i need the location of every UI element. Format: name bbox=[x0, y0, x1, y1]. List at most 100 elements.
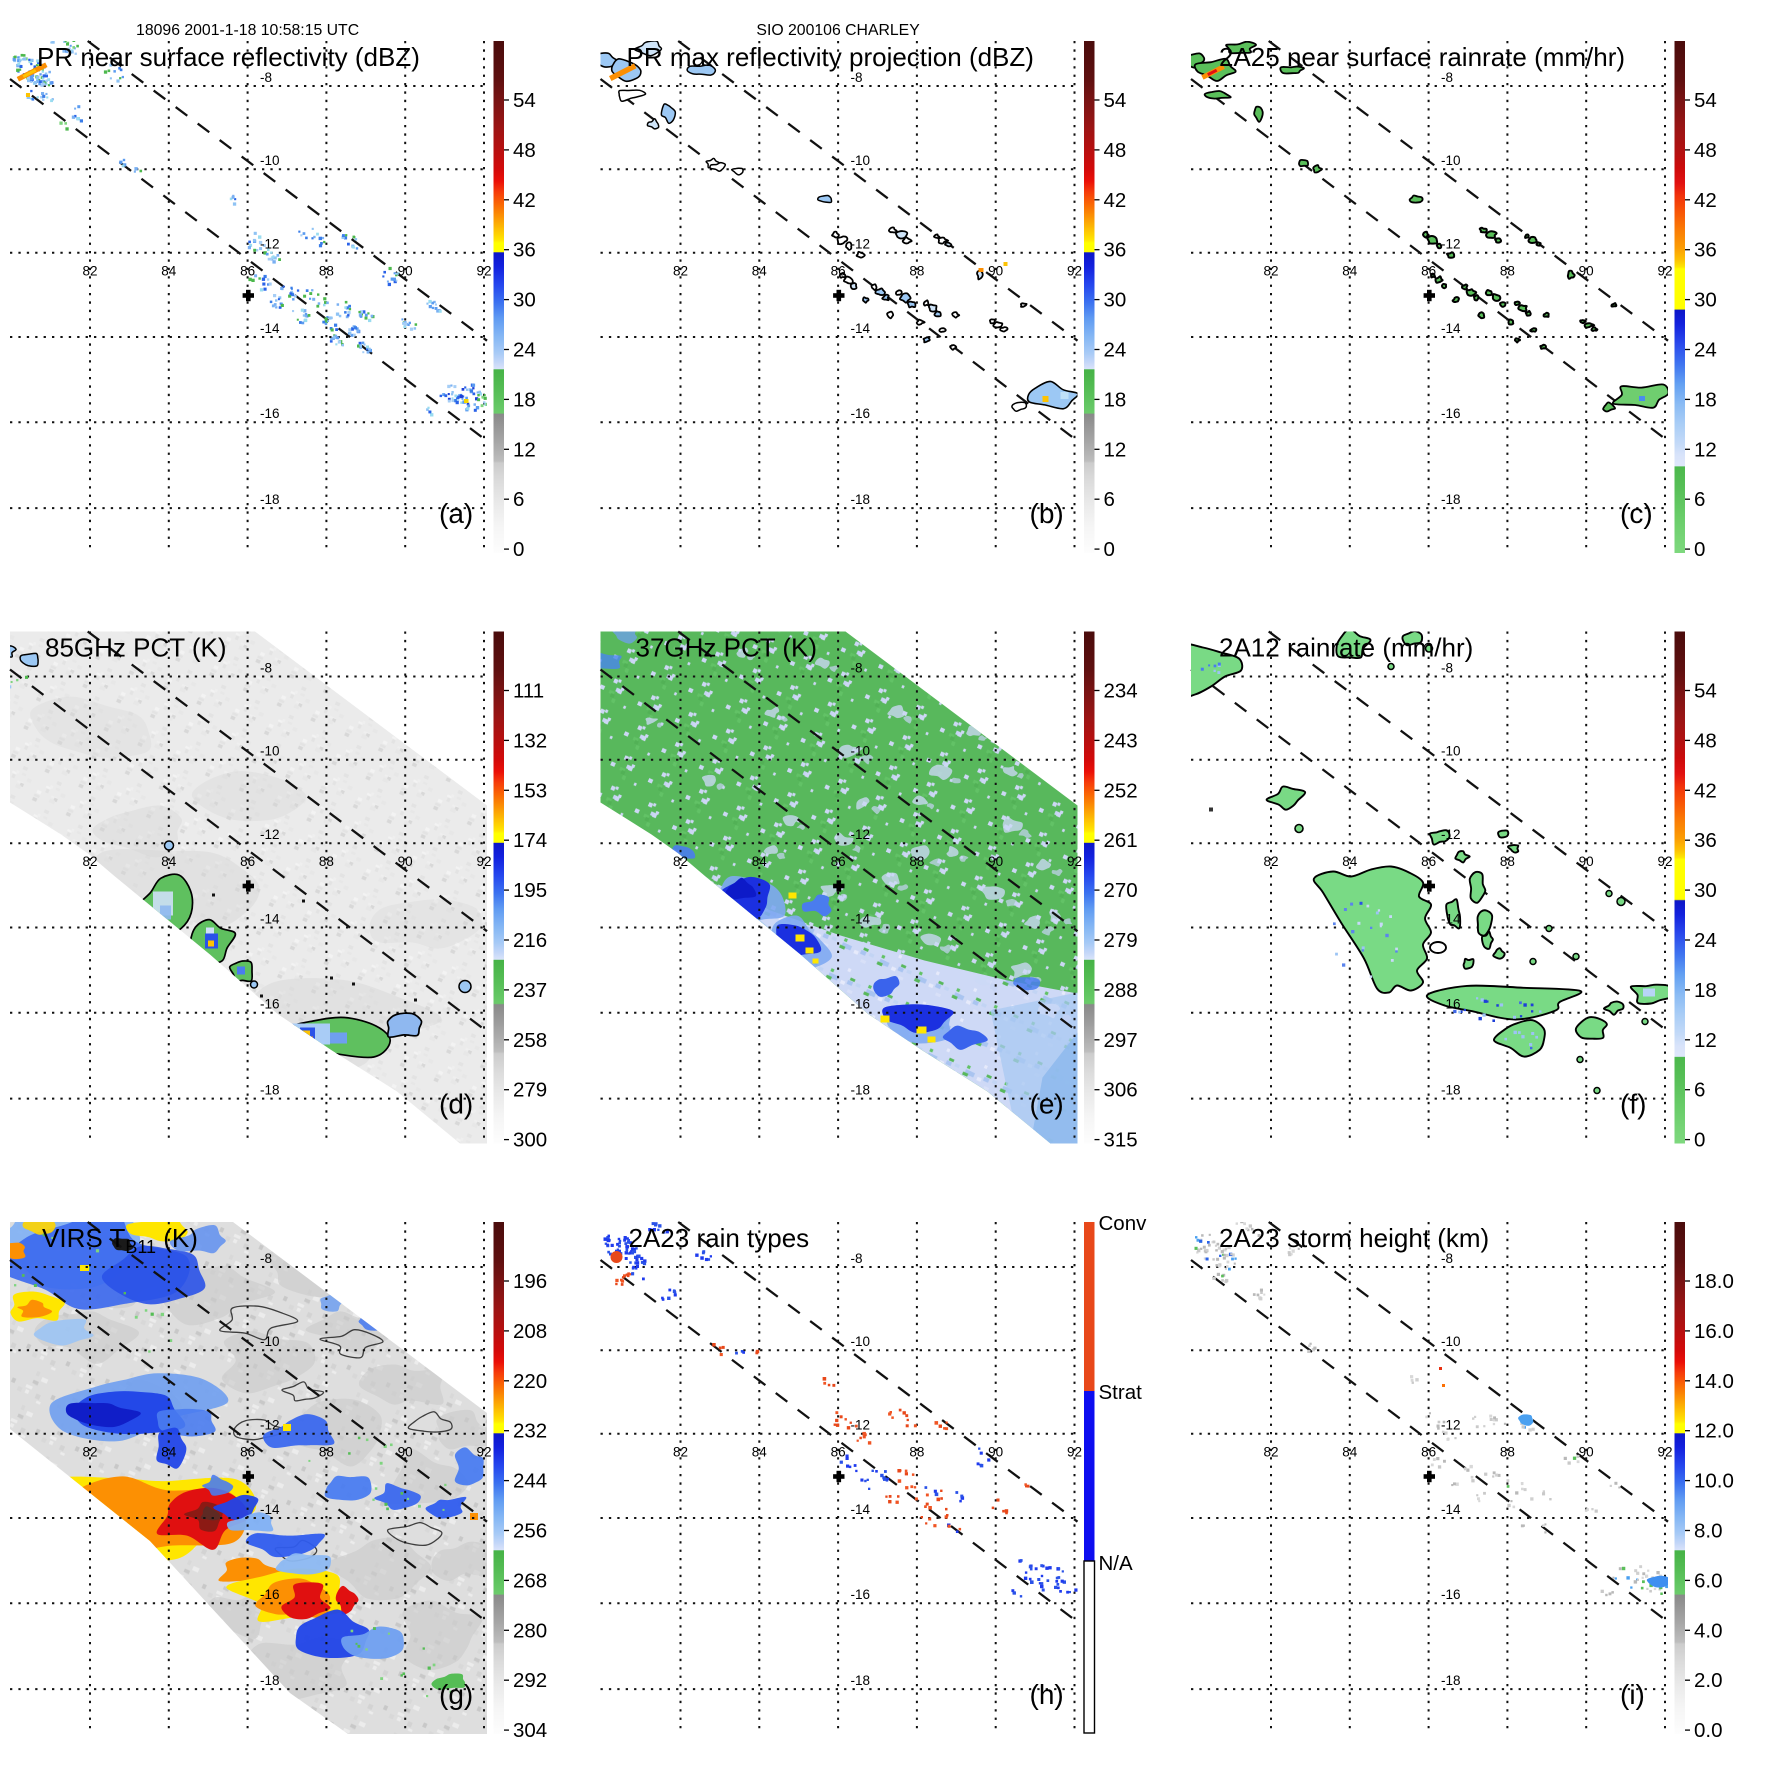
svg-text:-8: -8 bbox=[1441, 1251, 1453, 1266]
svg-text:30: 30 bbox=[1694, 289, 1717, 312]
svg-text:270: 270 bbox=[1104, 879, 1138, 902]
svg-text:-8: -8 bbox=[260, 661, 272, 676]
svg-text:261: 261 bbox=[1104, 829, 1138, 852]
svg-text:84: 84 bbox=[1342, 1445, 1358, 1460]
svg-text:2A12 rainrate (mm/hr): 2A12 rainrate (mm/hr) bbox=[1219, 633, 1473, 663]
svg-text:24: 24 bbox=[1694, 929, 1717, 952]
svg-text:86: 86 bbox=[1421, 1445, 1436, 1460]
svg-text:-16: -16 bbox=[1441, 997, 1461, 1012]
svg-text:6.0: 6.0 bbox=[1694, 1569, 1723, 1592]
svg-text:(h): (h) bbox=[1030, 1679, 1064, 1710]
svg-text:208: 208 bbox=[513, 1320, 547, 1343]
svg-text:232: 232 bbox=[513, 1420, 547, 1443]
svg-text:18: 18 bbox=[1104, 388, 1127, 411]
svg-text:-16: -16 bbox=[1441, 1587, 1461, 1602]
svg-text:-8: -8 bbox=[260, 1251, 272, 1266]
svg-text:PR max reflectivity projection: PR max reflectivity projection (dBZ) bbox=[627, 42, 1034, 72]
svg-text:-10: -10 bbox=[260, 153, 280, 168]
svg-text:90: 90 bbox=[1579, 1445, 1594, 1460]
svg-text:300: 300 bbox=[513, 1129, 547, 1152]
svg-text:12: 12 bbox=[1694, 1029, 1717, 1052]
svg-text:-14: -14 bbox=[851, 321, 871, 336]
svg-text:-18: -18 bbox=[1441, 1083, 1461, 1098]
svg-text:-8: -8 bbox=[260, 70, 272, 85]
svg-text:-14: -14 bbox=[1441, 1502, 1461, 1517]
svg-text:92: 92 bbox=[476, 264, 491, 279]
svg-text:90: 90 bbox=[398, 1445, 413, 1460]
svg-text:82: 82 bbox=[82, 1445, 97, 1460]
svg-text:92: 92 bbox=[476, 1445, 491, 1460]
svg-text:153: 153 bbox=[513, 779, 547, 802]
svg-text:-10: -10 bbox=[851, 153, 871, 168]
svg-text:82: 82 bbox=[82, 264, 97, 279]
svg-text:288: 288 bbox=[1104, 979, 1138, 1002]
svg-text:92: 92 bbox=[1067, 854, 1082, 869]
svg-text:(b): (b) bbox=[1030, 498, 1064, 529]
svg-text:92: 92 bbox=[1067, 264, 1082, 279]
svg-text:37GHz PCT (K): 37GHz PCT (K) bbox=[636, 633, 818, 663]
svg-text:82: 82 bbox=[82, 854, 97, 869]
svg-text:92: 92 bbox=[1067, 1445, 1082, 1460]
svg-text:280: 280 bbox=[513, 1619, 547, 1642]
svg-text:8.0: 8.0 bbox=[1694, 1520, 1723, 1543]
svg-text:196: 196 bbox=[513, 1270, 547, 1293]
svg-text:82: 82 bbox=[673, 264, 688, 279]
svg-text:90: 90 bbox=[988, 1445, 1003, 1460]
svg-text:-14: -14 bbox=[1441, 321, 1461, 336]
svg-text:256: 256 bbox=[513, 1520, 547, 1543]
svg-text:-12: -12 bbox=[1441, 237, 1461, 252]
svg-text:6: 6 bbox=[513, 488, 524, 511]
svg-text:(d): (d) bbox=[439, 1089, 473, 1120]
svg-text:84: 84 bbox=[752, 854, 768, 869]
svg-text:258: 258 bbox=[513, 1029, 547, 1052]
svg-text:-16: -16 bbox=[260, 1587, 280, 1602]
svg-text:30: 30 bbox=[1694, 879, 1717, 902]
svg-text:(f): (f) bbox=[1620, 1089, 1646, 1120]
svg-text:-12: -12 bbox=[851, 1418, 871, 1433]
svg-text:48: 48 bbox=[1104, 139, 1127, 162]
svg-text:18096 2001-1-18 10:58:15 UTC: 18096 2001-1-18 10:58:15 UTC bbox=[136, 22, 359, 39]
svg-text:86: 86 bbox=[1421, 264, 1436, 279]
svg-text:54: 54 bbox=[1694, 89, 1717, 112]
svg-text:-12: -12 bbox=[851, 237, 871, 252]
svg-text:297: 297 bbox=[1104, 1029, 1138, 1052]
svg-text:-12: -12 bbox=[260, 237, 280, 252]
svg-text:252: 252 bbox=[1104, 779, 1138, 802]
svg-text:6: 6 bbox=[1694, 488, 1705, 511]
svg-text:-16: -16 bbox=[851, 1587, 871, 1602]
svg-text:0: 0 bbox=[1694, 1129, 1705, 1152]
svg-text:PR near surface reflectivity (: PR near surface reflectivity (dBZ) bbox=[37, 42, 420, 72]
svg-text:54: 54 bbox=[1104, 89, 1127, 112]
svg-text:216: 216 bbox=[513, 929, 547, 952]
svg-text:14.0: 14.0 bbox=[1694, 1370, 1734, 1393]
svg-text:24: 24 bbox=[1104, 339, 1127, 362]
svg-text:88: 88 bbox=[1500, 854, 1515, 869]
svg-text:36: 36 bbox=[1694, 829, 1717, 852]
svg-text:84: 84 bbox=[161, 264, 177, 279]
svg-text:0: 0 bbox=[1694, 538, 1705, 561]
svg-text:244: 244 bbox=[513, 1470, 547, 1493]
svg-text:84: 84 bbox=[161, 1445, 177, 1460]
svg-text:84: 84 bbox=[752, 264, 768, 279]
svg-text:88: 88 bbox=[909, 854, 924, 869]
svg-text:-16: -16 bbox=[260, 997, 280, 1012]
svg-text:48: 48 bbox=[513, 139, 536, 162]
svg-text:-10: -10 bbox=[1441, 1334, 1461, 1349]
svg-text:42: 42 bbox=[1694, 189, 1717, 212]
svg-text:-12: -12 bbox=[1441, 827, 1461, 842]
svg-text:30: 30 bbox=[513, 289, 536, 312]
svg-text:(i): (i) bbox=[1620, 1679, 1645, 1710]
svg-text:-18: -18 bbox=[851, 1673, 871, 1688]
svg-text:86: 86 bbox=[240, 854, 255, 869]
svg-text:-10: -10 bbox=[260, 1334, 280, 1349]
svg-text:2A23 rain types: 2A23 rain types bbox=[629, 1223, 810, 1253]
svg-text:174: 174 bbox=[513, 829, 547, 852]
svg-text:-8: -8 bbox=[851, 70, 863, 85]
svg-text:-18: -18 bbox=[851, 492, 871, 507]
svg-text:315: 315 bbox=[1104, 1129, 1138, 1152]
svg-text:24: 24 bbox=[513, 339, 536, 362]
svg-text:306: 306 bbox=[1104, 1079, 1138, 1102]
svg-text:84: 84 bbox=[752, 1445, 768, 1460]
svg-text:88: 88 bbox=[909, 264, 924, 279]
svg-text:88: 88 bbox=[909, 1445, 924, 1460]
